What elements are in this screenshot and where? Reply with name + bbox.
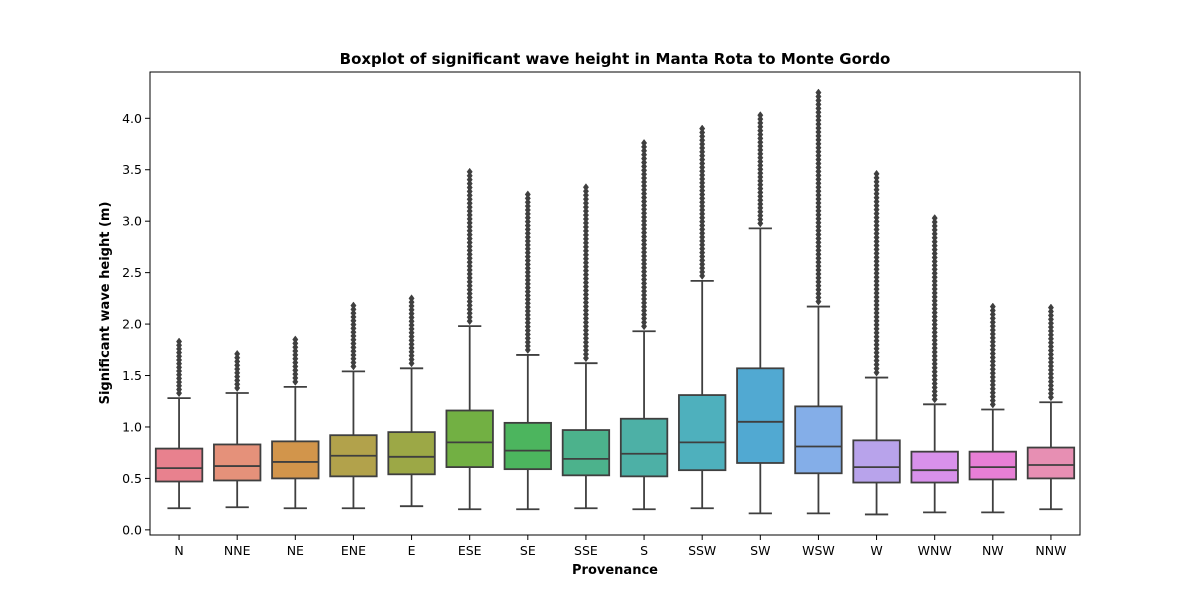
y-tick-label: 2.5	[122, 265, 142, 280]
x-tick-label: W	[870, 543, 882, 558]
box-se	[503, 190, 552, 511]
x-tick-label: E	[408, 543, 416, 558]
box-sse	[561, 183, 611, 510]
iqr-box	[503, 421, 552, 471]
outlier-point	[234, 349, 241, 358]
iqr-box	[445, 409, 494, 468]
box-wsw	[794, 88, 843, 515]
outlier-point	[989, 302, 996, 311]
outlier-point	[524, 190, 531, 199]
x-tick-label: ENE	[341, 543, 366, 558]
iqr-box	[561, 429, 611, 477]
outlier-point	[292, 335, 299, 344]
outlier-point	[873, 169, 880, 178]
box-nnw	[1026, 303, 1076, 511]
outlier-point	[1047, 303, 1054, 312]
outlier-point	[815, 88, 822, 97]
plot-area	[149, 71, 1081, 536]
x-axis: N NNE NE ENE E ESE SE SSE S SSW SW WSW W WNW NW NNW	[174, 535, 1066, 558]
outlier-point	[408, 294, 415, 303]
box-ne	[271, 335, 320, 510]
x-tick-label: WSW	[802, 543, 835, 558]
iqr-box	[852, 439, 901, 484]
x-tick-label: ESE	[458, 543, 482, 558]
outlier-point	[641, 138, 648, 148]
box-e	[387, 294, 436, 508]
y-tick-label: 0.0	[122, 522, 142, 537]
box-nw	[968, 302, 1017, 514]
x-tick-label: SSW	[688, 543, 716, 558]
outlier-point	[757, 111, 764, 120]
box-s	[619, 138, 669, 511]
iqr-box	[968, 450, 1017, 481]
box-n	[154, 337, 204, 510]
x-tick-label: NNW	[1035, 543, 1066, 558]
y-axis-label: Significant wave height (m)	[98, 202, 113, 405]
chart-title: Boxplot of significant wave height in Ma…	[340, 50, 891, 68]
y-tick-label: 2.0	[122, 317, 142, 332]
iqr-box	[271, 440, 320, 480]
iqr-box	[910, 450, 959, 484]
box-ssw	[678, 124, 727, 510]
outlier-point	[176, 337, 183, 346]
iqr-box	[213, 443, 262, 482]
iqr-box	[794, 405, 843, 475]
x-tick-label: NW	[982, 543, 1004, 558]
box-ese	[445, 167, 494, 511]
iqr-box	[619, 417, 669, 478]
box-w	[852, 169, 901, 516]
y-tick-label: 0.5	[122, 471, 142, 486]
x-axis-label: Provenance	[572, 563, 658, 578]
x-tick-label: NE	[287, 543, 304, 558]
x-tick-label: N	[174, 543, 183, 558]
outlier-point	[466, 167, 473, 176]
x-tick-label: SW	[750, 543, 770, 558]
iqr-box	[736, 367, 785, 464]
box-series	[154, 88, 1076, 516]
y-tick-label: 3.0	[122, 214, 142, 229]
y-tick-label: 1.0	[122, 419, 142, 434]
x-tick-label: SE	[520, 543, 536, 558]
box-sw	[736, 111, 785, 515]
box-wnw	[910, 214, 959, 514]
box-nne	[213, 349, 262, 509]
iqr-box	[154, 447, 204, 483]
y-axis: 0.0 0.5 1.0 1.5 2.0 2.5 3.0 3.5 4.0	[122, 111, 150, 537]
box-ene	[329, 301, 378, 510]
y-tick-label: 4.0	[122, 111, 142, 126]
x-tick-label: S	[640, 543, 648, 558]
iqr-box	[387, 431, 436, 476]
outlier-point	[582, 183, 589, 192]
y-tick-label: 1.5	[122, 368, 142, 383]
x-tick-label: SSE	[574, 543, 598, 558]
iqr-box	[678, 394, 727, 472]
iqr-box	[1026, 446, 1076, 480]
y-tick-label: 3.5	[122, 162, 142, 177]
outlier-point	[699, 124, 706, 133]
outlier-point	[350, 301, 357, 310]
x-tick-label: WNW	[918, 543, 952, 558]
x-tick-label: NNE	[224, 543, 251, 558]
outlier-point	[931, 214, 938, 223]
